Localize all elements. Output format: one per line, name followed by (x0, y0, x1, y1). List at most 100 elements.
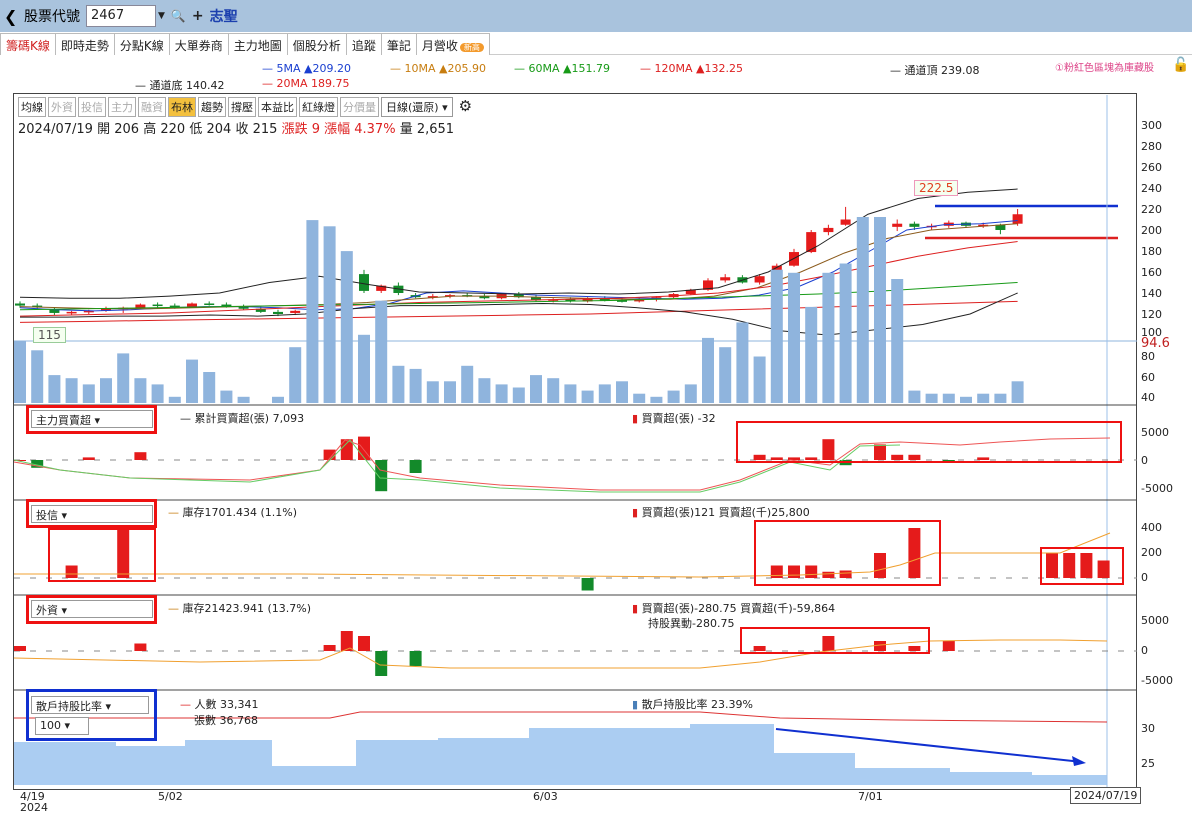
stock-code-input[interactable]: 2467 (86, 5, 156, 27)
foreign-bar (409, 651, 422, 666)
panel3-net2: 持股異動-280.75 (648, 617, 735, 630)
low-tag: 115 (33, 327, 66, 343)
x-tick: 2024 (20, 801, 48, 814)
tab-stock-analysis[interactable]: 個股分析 (286, 33, 347, 55)
ma120-legend: — 120MA ▲132.25 (640, 62, 743, 75)
trust-bar (1046, 553, 1058, 578)
main-force-bar (788, 457, 800, 460)
panel4-shares: 張數 36,768 (194, 714, 258, 727)
toolbar-price-volume[interactable]: 分價量 (340, 97, 379, 117)
panel4-tick: 25 (1141, 757, 1155, 770)
toolbar-bollinger[interactable]: 布林 (168, 97, 196, 117)
foreign-bar (874, 641, 886, 651)
foreign-bar (942, 641, 955, 651)
toolbar-margin[interactable]: 融資 (138, 97, 166, 117)
new-high-badge: 新高 (459, 43, 484, 52)
candle-body (66, 311, 77, 314)
retail-people-line (14, 711, 1108, 723)
panel1-selector[interactable]: 主力買賣超 ▾ (31, 410, 153, 428)
toolbar-main[interactable]: 主力 (108, 97, 136, 117)
candle-body (445, 295, 455, 297)
candle-body (840, 219, 851, 225)
tab-main-force-map[interactable]: 主力地圖 (227, 33, 288, 55)
channel-bottom-legend: — 通道底 140.42 (135, 79, 225, 92)
panel2-tick: 400 (1141, 521, 1162, 534)
main-force-bar (753, 454, 766, 460)
trust-bar (117, 528, 130, 578)
volume-bar (461, 365, 474, 403)
volume-bar (891, 279, 904, 403)
panel4-tick: 30 (1141, 722, 1155, 735)
toolbar-foreign[interactable]: 外資 (48, 97, 76, 117)
main-force-bar (874, 444, 886, 460)
ma20-legend: — 20MA 189.75 (262, 77, 350, 90)
highlight-box (736, 421, 1122, 463)
volume-bar (495, 384, 508, 403)
toolbar-trend[interactable]: 趨勢 (198, 97, 226, 117)
main-force-bar (31, 460, 44, 468)
toolbar-pe[interactable]: 本益比 (258, 97, 297, 117)
highlight-box (1040, 547, 1124, 585)
volume-bar (409, 368, 422, 403)
x-tick: 6/03 (533, 790, 558, 803)
foreign-bar (134, 643, 147, 651)
foreign-bar (358, 636, 370, 651)
candle-body (479, 296, 490, 299)
gear-icon[interactable]: ⚙ (458, 97, 473, 115)
toolbar-support[interactable]: 撐壓 (228, 97, 256, 117)
toolbar-traffic[interactable]: 紅綠燈 (299, 97, 338, 117)
candle-body (634, 299, 645, 302)
foreign-bar (340, 631, 353, 651)
ma5-legend: — 5MA ▲209.20 (262, 62, 351, 75)
indicator-toolbar: 均線 外資 投信 主力 融資 布林 趨勢 撐壓 本益比 紅綠燈 分價量 日線(還… (18, 97, 472, 117)
volume-bar (392, 365, 405, 403)
toolbar-ma[interactable]: 均線 (18, 97, 46, 117)
unlock-icon[interactable]: 🔓 (1172, 57, 1190, 73)
highlight-box (26, 499, 157, 528)
band-top-line (19, 188, 1018, 299)
chevron-down-icon[interactable]: ▼ (158, 11, 165, 21)
trend-arrow (775, 728, 1083, 763)
volume-bar (323, 226, 336, 403)
ma60-legend: — 60MA ▲151.79 (514, 62, 610, 75)
volume-bar (444, 381, 456, 403)
tab-tracking[interactable]: 追蹤 (345, 33, 382, 55)
tab-monthly-revenue[interactable]: 月營收 新高 (415, 33, 490, 55)
candle-body (565, 299, 576, 302)
panel3-selector[interactable]: 外資 ▾ (31, 600, 153, 618)
search-icon[interactable]: 🔍 (170, 9, 186, 23)
panel2-selector[interactable]: 投信 ▾ (31, 505, 153, 523)
main-force-bar (14, 460, 26, 461)
candle-body (995, 224, 1006, 230)
candle-body (806, 232, 817, 253)
panel4-sub-select[interactable]: 100 ▾ (35, 717, 89, 735)
trust-inventory-line (14, 532, 1111, 578)
volume-bar (31, 350, 44, 403)
candle-body (135, 304, 146, 308)
volume-bar (684, 384, 697, 403)
ma10-legend: — 10MA ▲205.90 (390, 62, 486, 75)
volume-bar (719, 347, 732, 403)
stock-code-label: 股票代號 (24, 9, 80, 25)
chevron-left-icon[interactable]: ❮ (4, 6, 18, 26)
panel4-selector[interactable]: 散戶持股比率 ▾ (31, 696, 149, 714)
trust-bar (65, 565, 78, 578)
tab-bar: 籌碼K線 即時走勢 分點K線 大單券商 主力地圖 個股分析 追蹤 筆記 月營收新… (0, 33, 1192, 55)
main-force-cum-line (13, 437, 1111, 491)
foreign-bar (908, 646, 921, 651)
volume-bar (547, 378, 560, 403)
main-force-bar (82, 457, 95, 460)
trust-bar (770, 565, 783, 578)
add-icon[interactable]: + (191, 8, 204, 24)
toolbar-trust[interactable]: 投信 (78, 97, 106, 117)
candle-body (703, 280, 713, 290)
volume-bar (358, 334, 370, 403)
highlight-box (754, 520, 941, 586)
trust-bar (874, 553, 886, 578)
volume-bar (736, 322, 749, 403)
period-select[interactable]: 日線(還原) ▾ (381, 97, 453, 117)
candle-body (204, 303, 215, 305)
price-tick: 240 (1141, 182, 1162, 195)
trust-bar (1097, 560, 1110, 578)
panel3-net: ▮ 買賣超(張)-280.75 買賣超(千)-59,864 (632, 602, 836, 615)
